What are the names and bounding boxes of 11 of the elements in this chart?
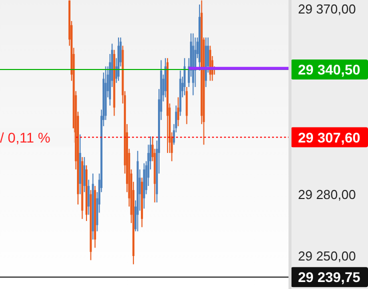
candlestick: [83, 156, 86, 193]
annotation: / 0,11 %: [0, 129, 50, 146]
candlestick: [177, 96, 180, 127]
y-tick-label: 29 370,00: [298, 1, 356, 16]
ref-line-label: 29 307,60: [298, 129, 360, 146]
y-tick-label: 29 250,00: [298, 248, 356, 264]
candlestick: [88, 179, 90, 216]
candlestick: [184, 58, 186, 96]
y-tick-label: 29 280,00: [298, 186, 356, 202]
ref-line-label: 29 239,75: [298, 269, 360, 286]
ref-line-label: 29 340,50: [298, 61, 360, 78]
